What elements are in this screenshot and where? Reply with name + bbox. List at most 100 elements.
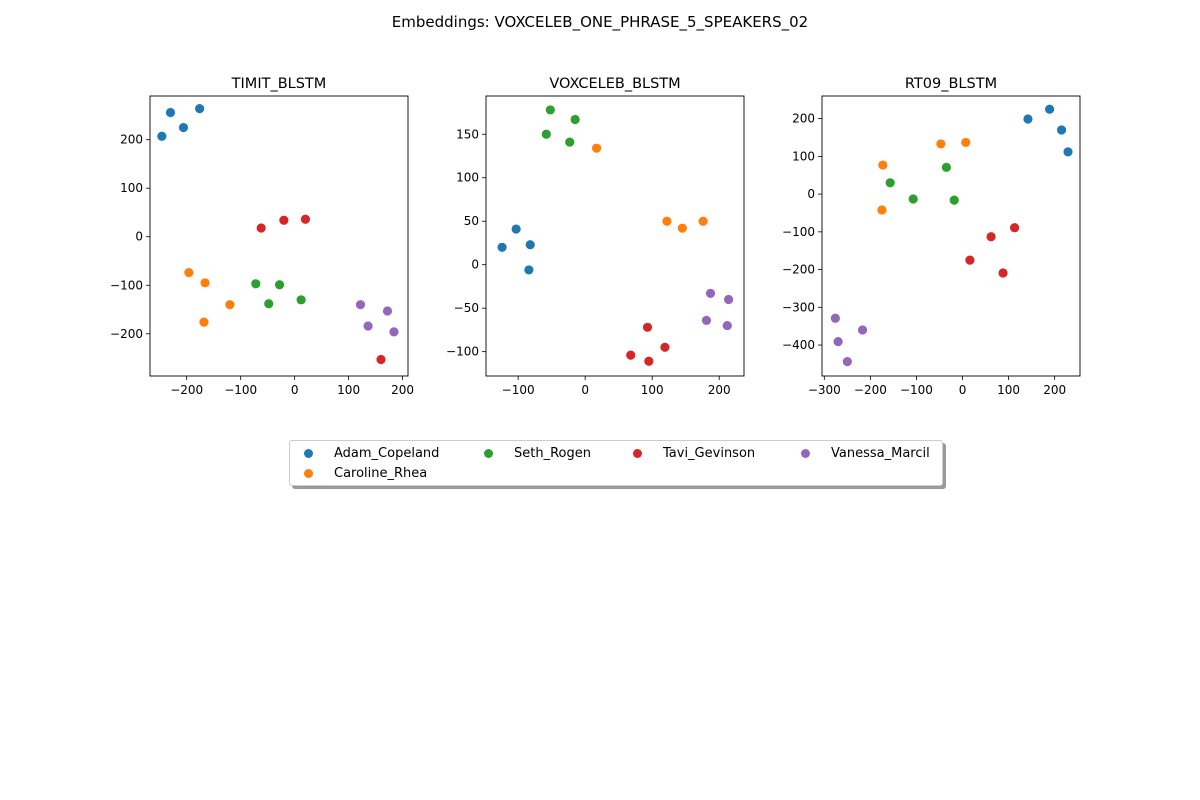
point-adam-copeland: [157, 131, 167, 141]
point-vanessa-marcil: [382, 306, 393, 316]
x-tick-label: −100: [502, 383, 535, 397]
x-tick-label: 100: [997, 383, 1020, 397]
axes-frame: [485, 95, 745, 377]
x-tick-label: −200: [854, 383, 887, 397]
legend-marker-vanessa-marcil: [801, 448, 810, 458]
y-tick-label: 100: [792, 149, 815, 163]
legend-item-adam-copeland: Adam_Copeland: [290, 443, 439, 463]
point-tavi-gevinson: [644, 356, 654, 366]
point-caroline-rhea: [200, 278, 210, 288]
point-seth-rogen: [941, 162, 951, 172]
point-seth-rogen: [541, 129, 551, 139]
point-tavi-gevinson: [376, 354, 386, 365]
point-adam-copeland: [165, 107, 176, 118]
point-vanessa-marcil: [857, 325, 868, 335]
point-caroline-rhea: [184, 268, 194, 278]
y-tick-label: 200: [792, 112, 815, 126]
point-vanessa-marcil: [833, 337, 843, 347]
point-caroline-rhea: [662, 216, 672, 226]
x-tick-label: −300: [808, 383, 841, 397]
point-vanessa-marcil: [722, 320, 732, 331]
point-vanessa-marcil: [705, 288, 716, 298]
point-caroline-rhea: [877, 205, 887, 215]
legend-marker-seth-rogen: [484, 448, 493, 458]
y-tick-label: −300: [782, 300, 815, 314]
point-seth-rogen: [565, 137, 575, 147]
point-vanessa-marcil: [701, 315, 712, 325]
point-caroline-rhea: [961, 137, 971, 148]
point-seth-rogen: [264, 299, 274, 309]
axes-frame: [821, 95, 1081, 377]
y-tick-label: −200: [110, 327, 143, 341]
axes-frame: [149, 95, 409, 377]
legend: Adam_Copeland Caroline_Rhea Seth_Rogen Tavi…: [289, 440, 943, 486]
point-tavi-gevinson: [660, 342, 670, 352]
subplot-1: TIMIT_BLSTM −200 −100 0 100 200 −200 −100 0 100 20…: [110, 76, 414, 397]
point-tavi-gevinson: [256, 223, 266, 233]
point-vanessa-marcil: [389, 327, 399, 337]
subplot-title: TIMIT_BLSTM: [231, 76, 327, 92]
x-tick-label: −100: [900, 383, 933, 397]
point-tavi-gevinson: [998, 268, 1008, 278]
point-adam-copeland: [511, 224, 521, 234]
figure-title: Embeddings: VOXCELEB_ONE_PHRASE_5_SPEAKE…: [391, 13, 809, 31]
point-adam-copeland: [1063, 147, 1073, 157]
x-tick-label: 100: [641, 383, 664, 397]
point-tavi-gevinson: [300, 214, 311, 224]
legend-marker-caroline-rhea: [304, 468, 313, 478]
point-vanessa-marcil: [842, 357, 852, 367]
subplot-2: VOXCELEB_BLSTM −100 0 100 200 −100 −50 0 50 100 15…: [446, 76, 745, 397]
y-tick-label: 0: [135, 230, 143, 244]
point-caroline-rhea: [591, 143, 602, 153]
legend-marker-adam-copeland: [304, 448, 313, 458]
y-tick-label: 150: [456, 127, 479, 141]
y-tick-label: −200: [782, 263, 815, 277]
point-vanessa-marcil: [363, 321, 373, 331]
point-adam-copeland: [178, 122, 189, 133]
point-tavi-gevinson: [1009, 223, 1020, 233]
point-tavi-gevinson: [626, 350, 636, 360]
legend-marker-tavi-gevinson: [633, 448, 642, 458]
y-tick-label: 50: [464, 214, 479, 228]
point-seth-rogen: [885, 178, 895, 188]
point-vanessa-marcil: [830, 313, 840, 323]
point-seth-rogen: [296, 295, 306, 305]
subplot-title: RT09_BLSTM: [905, 76, 997, 92]
x-tick-label: 200: [708, 383, 731, 397]
x-tick-label: 0: [959, 383, 967, 397]
x-tick-label: 200: [391, 383, 414, 397]
point-seth-rogen: [274, 280, 285, 290]
point-adam-copeland: [195, 104, 205, 114]
point-seth-rogen: [251, 279, 261, 289]
point-caroline-rhea: [936, 139, 946, 149]
legend-label: Tavi_Gevinson: [663, 445, 756, 461]
legend-item-vanessa-marcil: Vanessa_Marcil: [787, 443, 930, 463]
point-adam-copeland: [1056, 125, 1067, 135]
point-seth-rogen: [545, 105, 555, 115]
point-adam-copeland: [525, 240, 535, 250]
x-tick-label: 0: [291, 383, 299, 397]
point-caroline-rhea: [199, 317, 209, 327]
y-tick-label: 0: [807, 187, 815, 201]
y-tick-label: 100: [120, 181, 143, 195]
y-tick-label: 0: [471, 258, 479, 272]
legend-item-seth-rogen: Seth_Rogen: [470, 443, 591, 463]
x-tick-label: −200: [170, 383, 203, 397]
y-tick-label: −100: [446, 345, 479, 359]
point-tavi-gevinson: [965, 255, 975, 265]
legend-label: Caroline_Rhea: [334, 465, 428, 481]
point-tavi-gevinson: [986, 232, 996, 242]
y-tick-label: 200: [120, 133, 143, 147]
legend-label: Adam_Copeland: [334, 445, 440, 461]
point-caroline-rhea: [225, 300, 235, 310]
point-adam-copeland: [1023, 114, 1033, 124]
subplot-title: VOXCELEB_BLSTM: [549, 76, 680, 92]
point-vanessa-marcil: [723, 294, 734, 305]
point-caroline-rhea: [677, 223, 687, 233]
x-tick-label: 200: [1043, 383, 1066, 397]
legend-label: Seth_Rogen: [514, 445, 591, 461]
point-caroline-rhea: [878, 160, 888, 170]
y-tick-label: 100: [456, 171, 479, 185]
point-tavi-gevinson: [642, 322, 653, 332]
